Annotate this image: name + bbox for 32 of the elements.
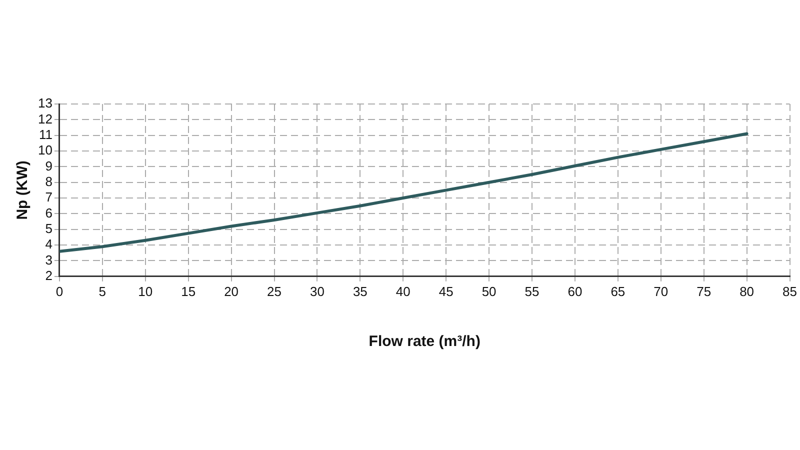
x-tick-label: 75 <box>696 284 712 299</box>
y-tick-label: 9 <box>45 158 52 174</box>
x-tick-label: 60 <box>568 284 582 299</box>
x-tick-label: 45 <box>438 284 454 299</box>
y-tick-label: 6 <box>45 205 52 220</box>
y-tick-label: 13 <box>38 96 52 111</box>
x-axis-title: Flow rate (m³/h) <box>368 333 480 350</box>
y-tick-label: 3 <box>45 252 52 268</box>
y-tick-label: 7 <box>45 190 52 205</box>
y-tick-label: 8 <box>45 174 52 189</box>
x-tick-label: 80 <box>740 284 754 299</box>
x-tick-label: 25 <box>267 284 282 299</box>
x-tick-label: 0 <box>56 284 64 299</box>
x-tick-label: 35 <box>352 284 368 299</box>
x-tick-label: 70 <box>654 284 668 299</box>
y-tick-label: 4 <box>45 236 52 252</box>
x-tick-label: 50 <box>482 284 496 299</box>
x-tick-label: 20 <box>224 284 239 299</box>
y-tick-label: 5 <box>45 220 52 236</box>
x-tick-label: 30 <box>310 284 324 299</box>
y-tick-label: 10 <box>38 142 52 158</box>
y-tick-label: 11 <box>38 126 52 142</box>
x-tick-label: 5 <box>98 284 106 299</box>
y-axis-title: Np (KW) <box>14 160 32 220</box>
x-tick-label: 40 <box>396 284 410 299</box>
x-tick-label: 10 <box>138 284 153 299</box>
y-tick-label: 2 <box>45 268 52 283</box>
x-tick-label: 85 <box>782 284 798 299</box>
x-tick-label: 65 <box>610 284 626 299</box>
x-tick-label: 55 <box>524 284 540 299</box>
x-tick-label: 15 <box>181 284 196 299</box>
y-tick-label: 12 <box>38 111 52 126</box>
